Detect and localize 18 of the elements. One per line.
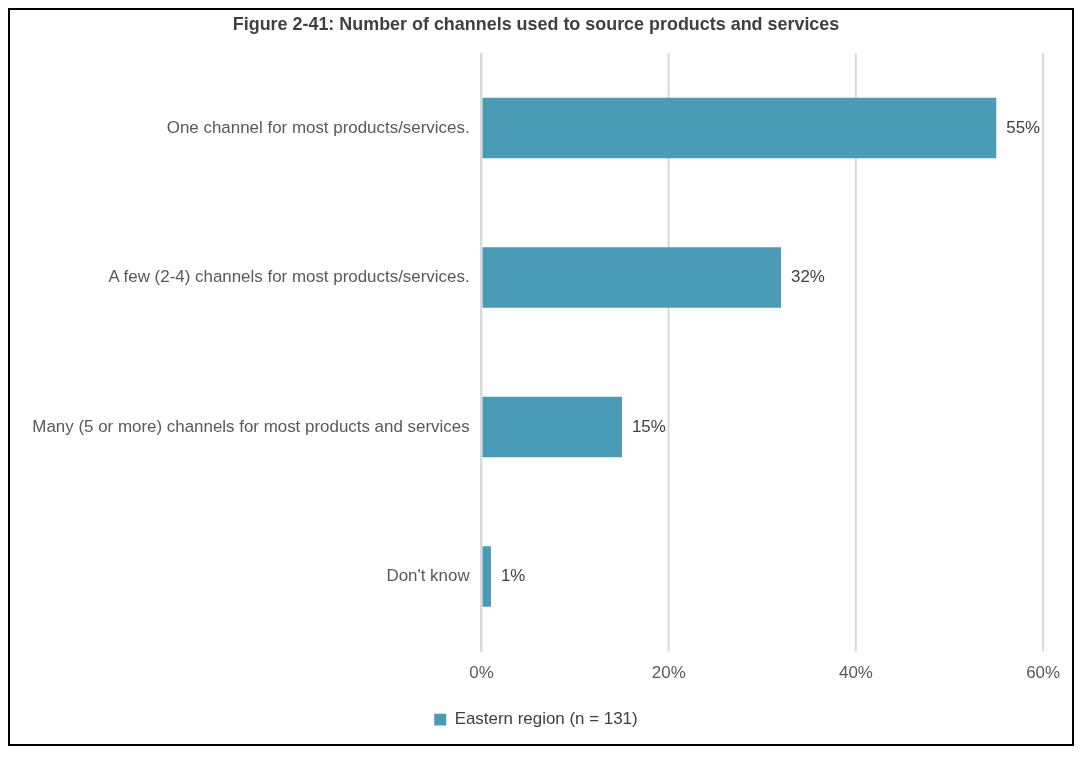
x-tick-label: 20% <box>651 662 686 682</box>
x-tick-label: 40% <box>838 662 873 682</box>
legend-label: Eastern region (n = 131) <box>454 709 638 729</box>
data-label: 15% <box>631 416 666 436</box>
data-label: 32% <box>791 267 825 287</box>
data-label: 55% <box>1006 117 1041 137</box>
y-tick-label: Many (5 or more) channels for most products and services <box>32 416 470 436</box>
x-tick-label: 0% <box>469 662 494 682</box>
y-tick-label: Don't know <box>386 566 471 586</box>
bar <box>482 97 997 159</box>
chart-title: Figure 2-41: Number of channels used to source products and services <box>232 13 840 34</box>
data-label: 1% <box>500 566 526 586</box>
bar <box>482 396 622 458</box>
y-tick-label: One channel for most products/services. <box>166 117 470 137</box>
bar <box>482 546 491 607</box>
bar <box>482 247 782 308</box>
y-tick-label: A few (2-4) channels for most products/services. <box>108 267 470 287</box>
x-tick-label: 60% <box>1026 662 1061 682</box>
